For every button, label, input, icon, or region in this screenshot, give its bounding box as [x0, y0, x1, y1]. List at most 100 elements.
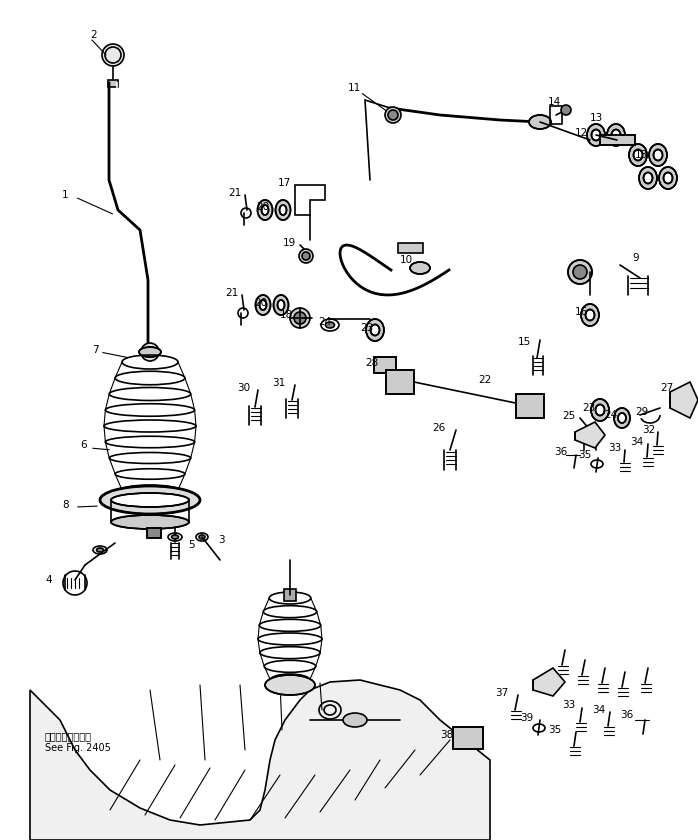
Ellipse shape — [100, 486, 200, 514]
Circle shape — [385, 107, 401, 123]
Ellipse shape — [343, 713, 367, 727]
Polygon shape — [533, 668, 565, 696]
Text: 第２４０５回参照: 第２４０５回参照 — [45, 731, 92, 741]
Circle shape — [561, 105, 571, 115]
Text: 25: 25 — [562, 411, 575, 421]
Ellipse shape — [587, 124, 605, 146]
Circle shape — [102, 44, 124, 66]
Ellipse shape — [664, 172, 672, 183]
Ellipse shape — [595, 405, 604, 416]
Text: 1: 1 — [62, 190, 68, 200]
Ellipse shape — [279, 205, 286, 215]
Ellipse shape — [276, 200, 290, 220]
Text: 6: 6 — [80, 440, 87, 450]
Text: 12: 12 — [575, 128, 588, 138]
Text: 23: 23 — [582, 403, 595, 413]
FancyBboxPatch shape — [397, 243, 422, 253]
Text: 13: 13 — [590, 113, 603, 123]
Ellipse shape — [644, 172, 653, 183]
Ellipse shape — [591, 129, 600, 140]
Text: 34: 34 — [592, 705, 605, 715]
Text: 17: 17 — [278, 178, 291, 188]
Text: 22: 22 — [478, 375, 491, 385]
Text: 5: 5 — [188, 540, 195, 550]
Ellipse shape — [581, 304, 599, 326]
Text: 20: 20 — [256, 202, 269, 212]
FancyBboxPatch shape — [374, 357, 396, 373]
FancyBboxPatch shape — [147, 528, 161, 538]
Text: 30: 30 — [237, 383, 250, 393]
Text: 24: 24 — [318, 317, 332, 327]
Ellipse shape — [278, 300, 285, 310]
Polygon shape — [30, 680, 490, 840]
Text: 9: 9 — [632, 253, 639, 263]
Text: 23: 23 — [360, 323, 373, 333]
Ellipse shape — [591, 399, 609, 421]
Text: 13: 13 — [635, 150, 648, 160]
Text: 18: 18 — [280, 310, 293, 320]
Ellipse shape — [649, 144, 667, 166]
Text: 39: 39 — [520, 713, 533, 723]
FancyBboxPatch shape — [284, 589, 296, 601]
Text: 11: 11 — [348, 83, 362, 93]
Ellipse shape — [611, 129, 621, 140]
Text: 10: 10 — [400, 255, 413, 265]
Ellipse shape — [586, 309, 595, 321]
FancyBboxPatch shape — [516, 394, 544, 418]
Text: 33: 33 — [608, 443, 621, 453]
Text: See Fig. 2405: See Fig. 2405 — [45, 743, 111, 753]
Text: 37: 37 — [495, 688, 508, 698]
Text: 2: 2 — [90, 30, 96, 40]
Polygon shape — [575, 422, 605, 448]
Text: 21: 21 — [228, 188, 242, 198]
Text: 34: 34 — [630, 437, 644, 447]
Circle shape — [388, 110, 398, 120]
Text: 27: 27 — [660, 383, 674, 393]
Text: 21: 21 — [225, 288, 238, 298]
Ellipse shape — [260, 300, 267, 310]
Text: 24: 24 — [604, 410, 617, 420]
Ellipse shape — [111, 493, 189, 507]
Ellipse shape — [366, 319, 384, 341]
Ellipse shape — [639, 167, 657, 189]
Ellipse shape — [659, 167, 677, 189]
Text: 19: 19 — [283, 238, 296, 248]
Circle shape — [302, 252, 310, 260]
Ellipse shape — [172, 535, 179, 539]
Text: 3: 3 — [218, 535, 225, 545]
Text: 28: 28 — [365, 358, 378, 368]
Text: 32: 32 — [642, 425, 655, 435]
Ellipse shape — [634, 150, 642, 160]
Ellipse shape — [255, 295, 271, 315]
Ellipse shape — [325, 322, 334, 328]
Circle shape — [568, 260, 592, 284]
Circle shape — [299, 249, 313, 263]
Ellipse shape — [618, 413, 626, 423]
Text: 26: 26 — [432, 423, 445, 433]
Ellipse shape — [607, 124, 625, 146]
Text: 15: 15 — [518, 337, 531, 347]
Text: 16: 16 — [575, 307, 588, 317]
Ellipse shape — [96, 548, 103, 552]
FancyBboxPatch shape — [108, 80, 118, 87]
Text: 36: 36 — [620, 710, 633, 720]
Text: 36: 36 — [554, 447, 567, 457]
FancyBboxPatch shape — [386, 370, 414, 394]
Text: 35: 35 — [548, 725, 561, 735]
Ellipse shape — [139, 347, 161, 357]
Polygon shape — [670, 382, 698, 418]
Text: 14: 14 — [548, 97, 561, 107]
Ellipse shape — [111, 515, 189, 529]
Text: 7: 7 — [92, 345, 98, 355]
Ellipse shape — [653, 150, 662, 160]
Ellipse shape — [199, 535, 205, 539]
Text: 31: 31 — [272, 378, 285, 388]
Text: 33: 33 — [562, 700, 575, 710]
Ellipse shape — [614, 408, 630, 428]
Circle shape — [290, 308, 310, 328]
Ellipse shape — [258, 200, 272, 220]
Text: 20: 20 — [254, 298, 267, 308]
FancyBboxPatch shape — [600, 135, 634, 145]
Ellipse shape — [629, 144, 647, 166]
Ellipse shape — [371, 324, 380, 335]
